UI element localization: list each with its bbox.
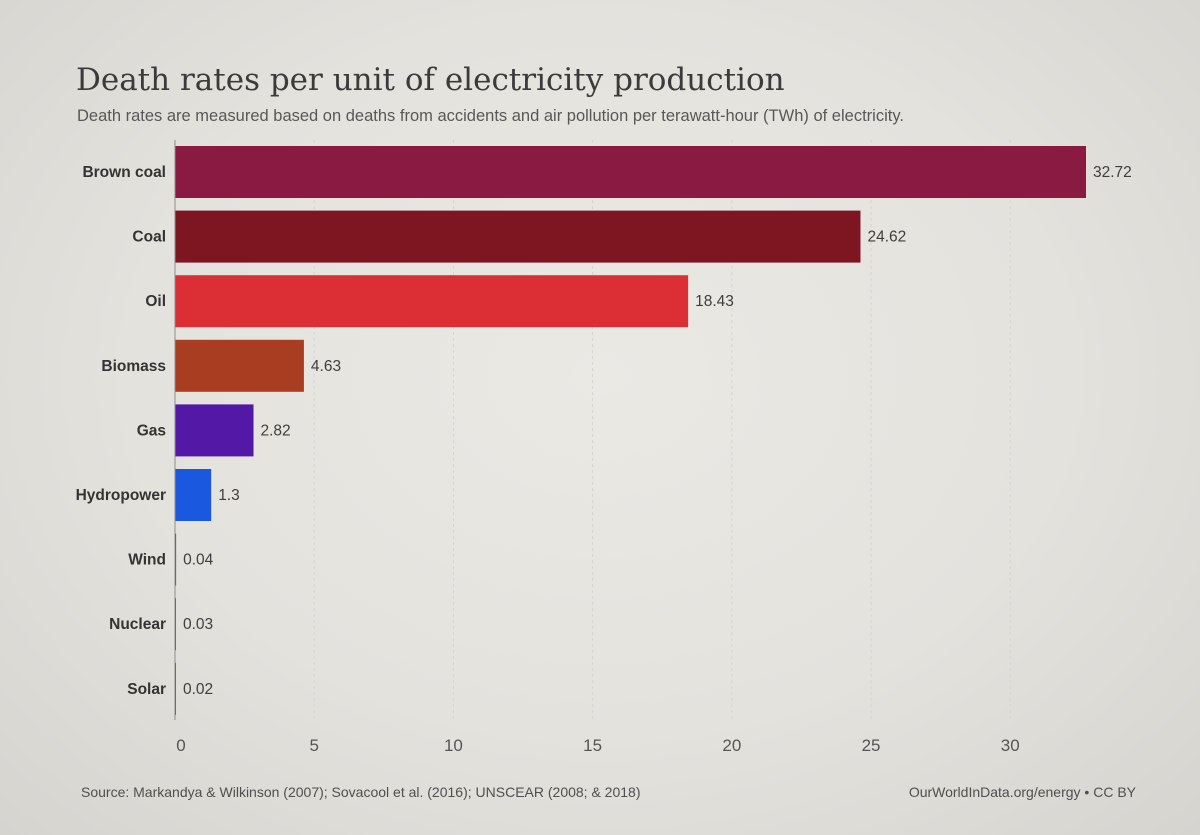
x-tick-label: 25	[862, 736, 881, 755]
bar	[175, 339, 304, 392]
bar	[175, 404, 254, 457]
x-tick-label: 30	[1001, 736, 1020, 755]
bar	[175, 146, 1086, 198]
category-label: Coal	[132, 229, 166, 246]
x-tick-label: 0	[176, 736, 185, 755]
x-tick-label: 20	[722, 736, 741, 755]
chart-source: Source: Markandya & Wilkinson (2007); So…	[81, 784, 641, 800]
chart-title: Death rates per unit of electricity prod…	[76, 62, 785, 98]
category-label: Gas	[137, 422, 166, 439]
bar	[175, 210, 861, 263]
bar	[175, 533, 177, 586]
value-label: 1.3	[218, 487, 240, 504]
category-label: Brown coal	[82, 164, 166, 181]
value-label: 0.03	[183, 616, 213, 633]
value-label: 4.63	[311, 358, 341, 375]
chart-credit[interactable]: OurWorldInData.org/energy • CC BY	[908, 784, 1136, 800]
category-label: Hydropower	[76, 487, 166, 504]
value-label: 18.43	[695, 293, 734, 310]
value-label: 24.62	[867, 229, 906, 246]
value-label: 0.02	[183, 681, 213, 698]
x-tick-label: 15	[583, 736, 602, 755]
bar	[175, 275, 689, 328]
category-label: Biomass	[101, 358, 166, 375]
bar	[175, 469, 212, 521]
value-label: 2.82	[261, 422, 291, 439]
value-label: 32.72	[1093, 164, 1132, 181]
x-tick-label: 5	[309, 736, 318, 755]
category-label: Wind	[128, 552, 166, 569]
category-label: Nuclear	[109, 616, 166, 633]
x-tick-label: 10	[444, 736, 463, 755]
category-label: Oil	[145, 293, 166, 310]
chart-subtitle: Death rates are measured based on deaths…	[77, 107, 904, 125]
value-label: 0.04	[183, 552, 214, 569]
category-label: Solar	[127, 681, 166, 698]
